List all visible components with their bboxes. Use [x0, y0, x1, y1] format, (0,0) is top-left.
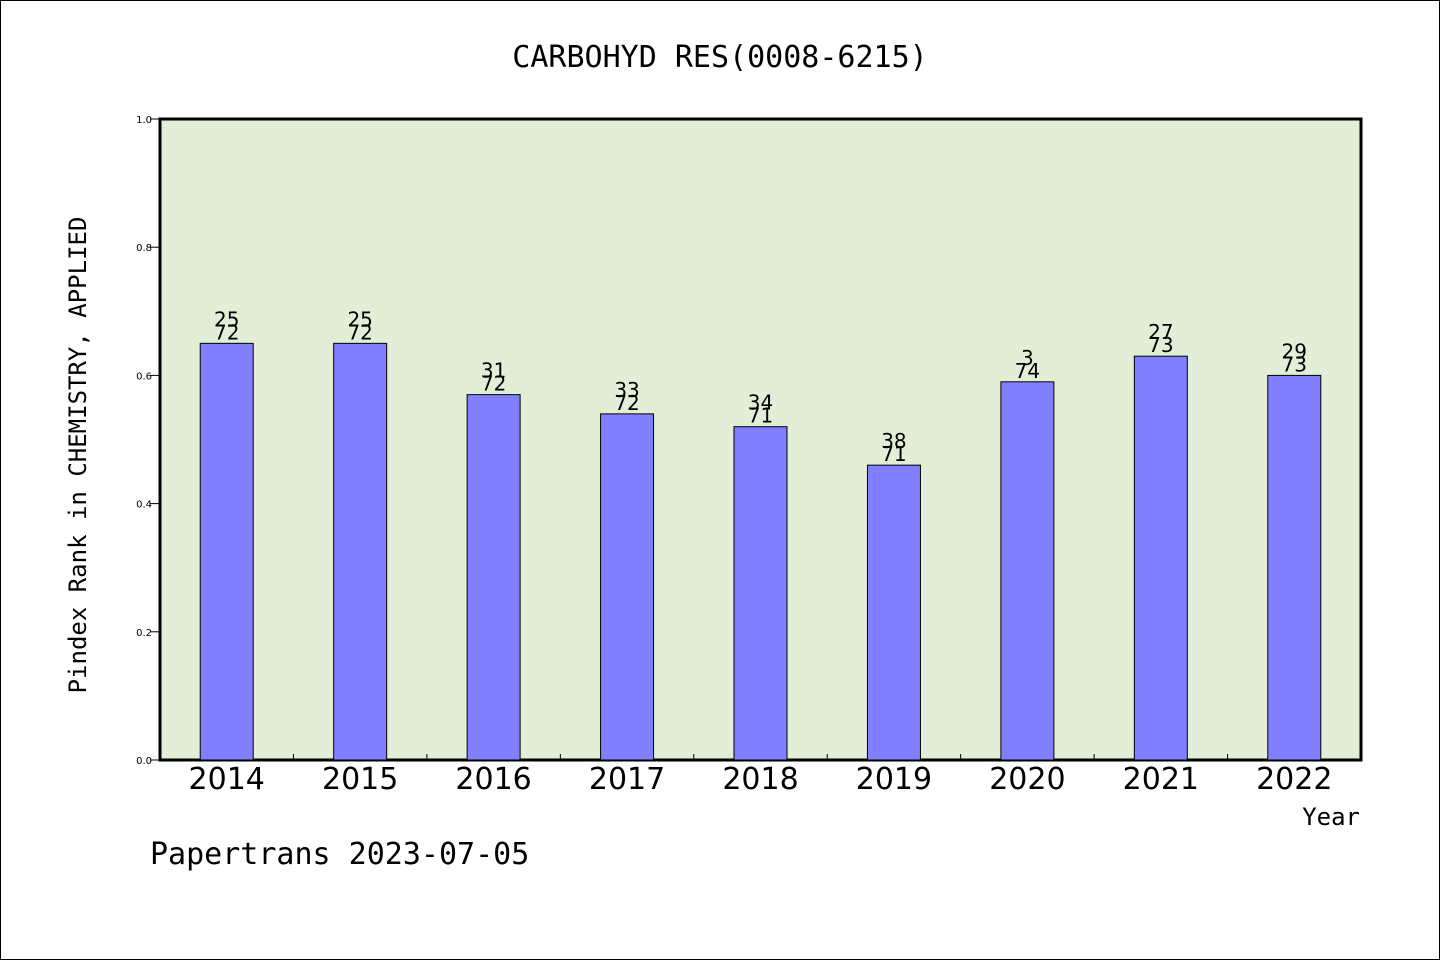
bar-rank-label: 34: [748, 391, 773, 415]
footer-text: Papertrans 2023-07-05: [150, 837, 529, 872]
y-tick-label: 0.2: [136, 628, 152, 639]
bars: [199, 342, 1322, 761]
bar-rank-label: 27: [1148, 320, 1173, 344]
x-tick-label: 2015: [322, 762, 398, 797]
y-axis-ticks: 0.0 0.2 0.4 0.6 0.8 1.0: [136, 115, 160, 767]
bar-rank-label: 38: [881, 429, 906, 453]
bar-2022: [1267, 374, 1322, 761]
y-tick-label: 0.6: [136, 371, 152, 382]
bar-total-label: 73: [1282, 352, 1307, 376]
y-tick-label: 0.0: [136, 756, 152, 767]
bar-total-label: 72: [481, 372, 506, 396]
bar-rank-label: 33: [614, 378, 639, 402]
bar-total-label: 71: [881, 442, 906, 466]
x-axis-label: Year: [1302, 803, 1360, 831]
x-axis-ticks: [292, 754, 1229, 760]
bar-rank-label: 3: [1021, 346, 1034, 370]
bar-2016: [466, 394, 521, 761]
bar-total-label: 73: [1148, 333, 1173, 357]
bar-2021: [1133, 355, 1188, 761]
x-tick-label: 2018: [722, 762, 798, 797]
y-tick-label: 0.4: [136, 500, 152, 511]
x-tick-label: 2022: [1256, 762, 1332, 797]
bar-total-label: 72: [347, 320, 372, 344]
y-tick-label: 1.0: [136, 115, 152, 126]
x-tick-label: 2016: [455, 762, 531, 797]
bar-2018: [733, 426, 788, 761]
x-tick-label: 2014: [189, 762, 265, 797]
bar-rank-label: 31: [481, 359, 506, 383]
y-axis-label: Pindex Rank in CHEMISTRY, APPLIED: [64, 217, 92, 694]
x-tick-label: 2021: [1123, 762, 1199, 797]
bar-rank-label: 25: [347, 307, 372, 331]
bar-2017: [600, 413, 655, 761]
bar-2014: [199, 342, 254, 761]
bar-total-label: 74: [1015, 359, 1040, 383]
x-tick-label: 2017: [589, 762, 665, 797]
bar-2020: [1000, 381, 1055, 761]
bar-total-label: 72: [614, 391, 639, 415]
bar-rank-label: 25: [214, 307, 239, 331]
bar-2019: [866, 464, 921, 761]
bar-rank-label: 29: [1282, 339, 1307, 363]
x-tick-labels: 2014 2015 2016 2017 2018 2019 2020 2021 2022: [189, 762, 1333, 797]
bar-total-label: 71: [748, 404, 773, 428]
y-tick-label: 0.8: [136, 243, 152, 254]
x-tick-label: 2020: [989, 762, 1065, 797]
bar-total-label: 72: [214, 320, 239, 344]
chart-title: CARBOHYD RES(0008-6215): [512, 40, 927, 75]
bar-2015: [333, 342, 388, 761]
x-tick-label: 2019: [856, 762, 932, 797]
